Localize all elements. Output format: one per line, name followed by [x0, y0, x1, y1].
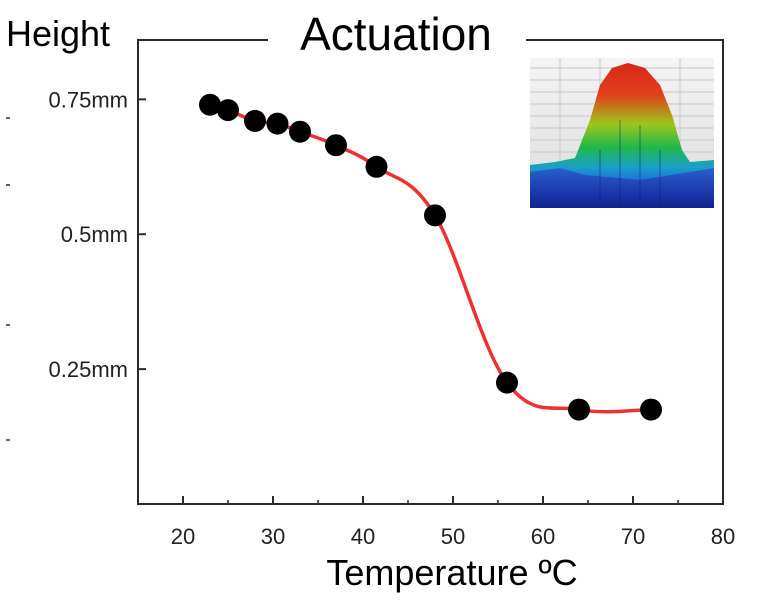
data-point — [244, 109, 266, 132]
y-tick-label: 0.25mm — [49, 357, 128, 382]
x-tick-label: 30 — [261, 524, 285, 549]
inset-3d-profile — [530, 58, 714, 208]
x-tick-label: 20 — [171, 524, 195, 549]
data-point — [289, 120, 311, 143]
x-axis-ticks: 20 30 40 50 60 70 80 — [137, 496, 735, 549]
title-backing — [268, 8, 526, 60]
data-point — [496, 371, 518, 394]
chart-title: Actuation — [300, 8, 492, 60]
x-tick-label: 50 — [441, 524, 465, 549]
y-axis-label: Height — [6, 13, 110, 54]
data-point — [325, 134, 347, 157]
data-point — [424, 204, 446, 227]
x-tick-label: 70 — [621, 524, 645, 549]
data-point — [199, 93, 221, 116]
x-axis-label: Temperature ºC — [326, 552, 577, 593]
data-point — [640, 398, 662, 421]
left-stub-ticks — [6, 117, 10, 441]
data-point — [217, 99, 239, 122]
ylabel-backing — [0, 12, 132, 52]
series-layer — [199, 93, 662, 421]
y-tick-label: 0.75mm — [49, 87, 128, 112]
y-axis-ticks: 0.25mm 0.5mm 0.75mm — [49, 87, 146, 382]
data-point — [266, 112, 289, 135]
x-tick-label: 60 — [531, 524, 555, 549]
data-point — [365, 155, 388, 178]
data-point — [568, 398, 590, 421]
y-tick-label: 0.5mm — [61, 222, 128, 247]
x-tick-label: 40 — [351, 524, 375, 549]
x-tick-label: 80 — [711, 524, 735, 549]
